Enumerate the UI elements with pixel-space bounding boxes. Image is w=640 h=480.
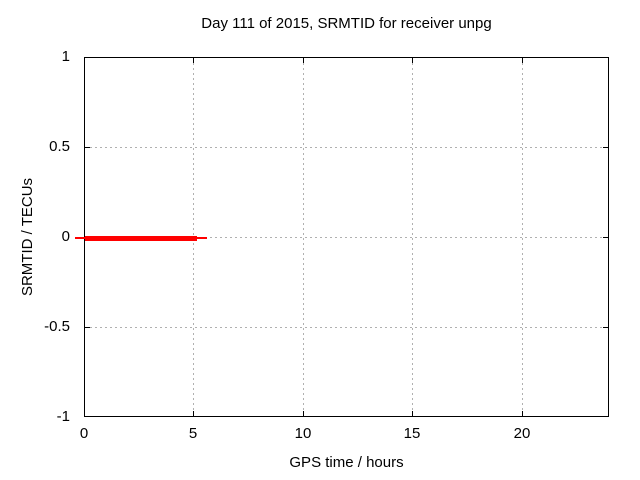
plot-area [75,57,609,417]
y-tick-label: 0 [61,228,70,245]
gridline [85,237,608,238]
srmtid-series-line [85,235,197,241]
srmtid-series-marker-arm-left [75,237,85,239]
y-tick-label: 1 [61,48,70,65]
tick-mark [303,411,304,416]
y-tick-label: -0.5 [44,318,70,335]
y-tick-label: 0.5 [49,138,70,155]
tick-mark [85,147,90,148]
gridline [85,327,608,328]
tick-mark [603,327,608,328]
y-tick-label: -1 [56,408,70,425]
tick-mark [522,58,523,63]
x-tick-label: 20 [513,425,531,442]
tick-mark [603,147,608,148]
chart-title: Day 111 of 2015, SRMTID for receiver unp… [201,15,492,32]
tick-mark [412,411,413,416]
x-tick-label: 10 [294,425,312,442]
gridline [85,147,608,148]
srmtid-series-marker-arm-right [197,237,207,239]
tick-mark [193,411,194,416]
x-tick-label: 5 [188,425,198,442]
tick-mark [303,58,304,63]
tick-mark [603,237,608,238]
x-axis-label: GPS time / hours [289,454,404,471]
x-tick-label: 0 [79,425,89,442]
tick-mark [412,58,413,63]
tick-mark [193,58,194,63]
tick-mark [85,327,90,328]
tick-mark [522,411,523,416]
x-tick-label: 15 [403,425,421,442]
